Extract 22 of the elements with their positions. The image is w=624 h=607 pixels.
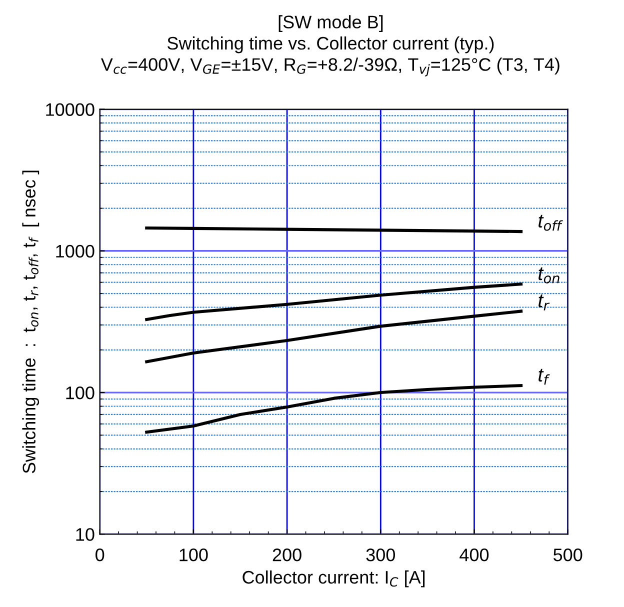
x-axis-title: Collector current: I$_{C}$ [A] [242, 570, 425, 588]
line-series [145, 310, 523, 364]
line-series [145, 384, 523, 434]
line-series [145, 282, 523, 321]
x-tick-label: 500 [554, 548, 582, 562]
x-tick-label: 300 [366, 548, 395, 562]
x-tick-label: 0 [96, 548, 104, 562]
series-label: t$_{on}$ [538, 267, 560, 284]
y-tick-label: 100 [66, 386, 94, 400]
y-tick-label: 1000 [56, 244, 94, 258]
text: V$_{cc}$=400V, V$_{GE}$=±15V, R$_{G}$=+8.2/-39Ω, T$_{vj}$=125°C (T3, T4) [100, 58, 560, 76]
series-label: t$_{off}$ [538, 214, 563, 231]
series-label: t$_{f}$ [538, 368, 550, 385]
chart-subtitle: Switching time vs. Collector current (typ.) [168, 36, 494, 54]
text: Switching time : t$_{on}$, t$_{r}$, t$_{off}$, t$_{f}$ [ nsec ] [22, 170, 40, 474]
x-tick-label: 100 [180, 548, 208, 562]
y-tick-label: 10000 [46, 103, 94, 116]
x-tick-label: 200 [272, 548, 302, 562]
chart-title: [SW mode B] [278, 15, 383, 32]
y-tick-label: 10 [76, 528, 94, 541]
series-label: t$_{r}$ [538, 294, 550, 310]
x-tick-label: 400 [460, 548, 489, 562]
